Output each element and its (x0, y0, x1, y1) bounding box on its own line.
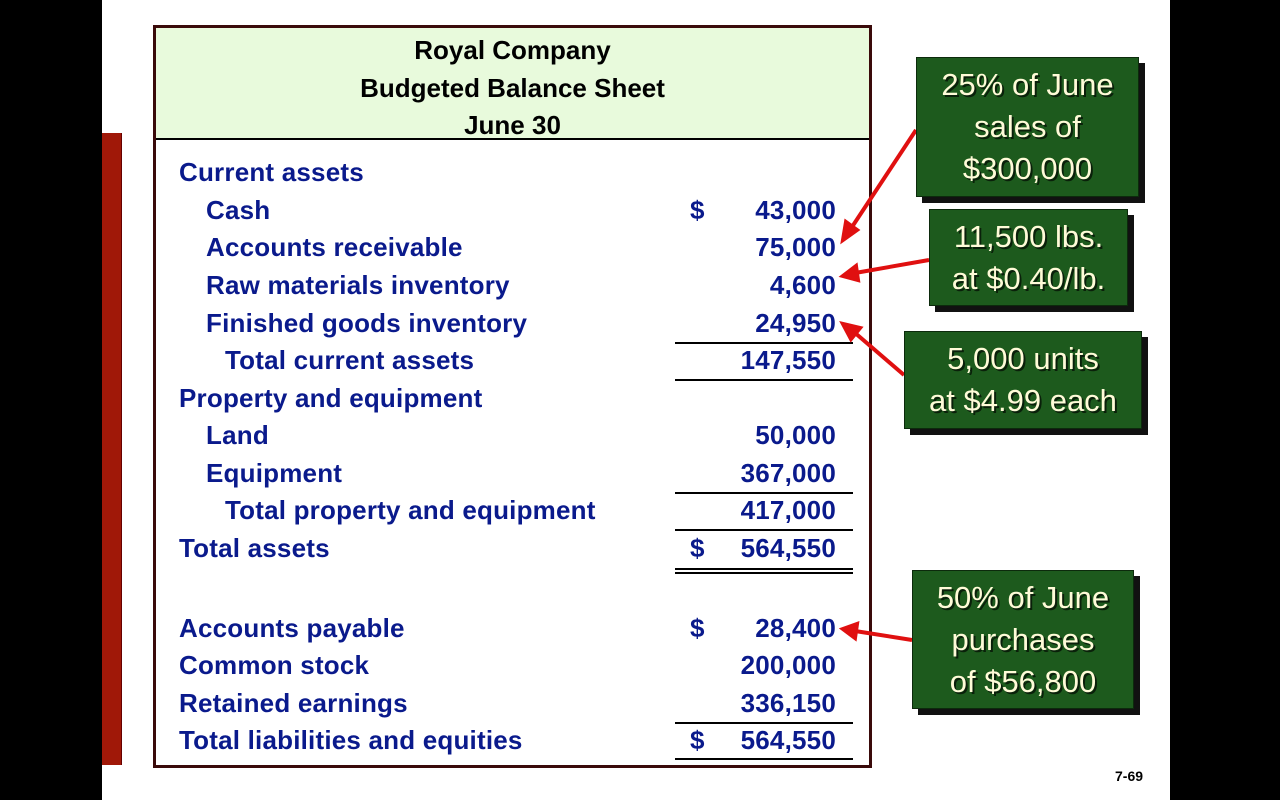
table-row: Total assets $564,550 (156, 530, 869, 568)
underline (675, 529, 853, 531)
table-row: Accounts payable $28,400 (156, 610, 869, 648)
row-label: Land (206, 420, 269, 450)
decorative-side-bar (102, 133, 122, 765)
sheet-title: Budgeted Balance Sheet (360, 72, 665, 103)
callout-receivable: 25% of June sales of $300,000 (916, 57, 1139, 197)
row-label: Finished goods inventory (206, 308, 528, 338)
callout-text: of $56,800 (949, 663, 1097, 699)
callout-text: 11,500 lbs. (953, 218, 1104, 254)
row-label: Accounts receivable (206, 232, 463, 262)
page-number: 7-69 (1115, 768, 1144, 784)
underline (675, 758, 853, 760)
arrow (848, 128, 918, 232)
table-row: Finished goods inventory 24,950 (156, 305, 869, 343)
double-underline (675, 572, 853, 574)
callout-finished-goods: 5,000 units at $4.99 each (904, 331, 1142, 429)
underline (675, 722, 853, 724)
table-row: Retained earnings 336,150 (156, 685, 869, 723)
callout-text: at $4.99 each (929, 383, 1117, 418)
balance-sheet-table: Royal Company Budgeted Balance Sheet Jun… (153, 25, 872, 768)
underline (675, 492, 853, 494)
arrow-head (838, 621, 860, 642)
table-row: Total current assets 147,550 (156, 342, 869, 380)
dollar-sign: $ (690, 195, 705, 225)
row-label: Total assets (179, 533, 330, 563)
row-amount: 367,000 (740, 458, 836, 488)
arrow (854, 258, 930, 275)
row-label: Raw materials inventory (206, 270, 510, 300)
arrow (852, 330, 906, 377)
table-header: Royal Company Budgeted Balance Sheet Jun… (156, 28, 869, 140)
row-label: Common stock (179, 650, 370, 680)
callout-raw-materials: 11,500 lbs. at $0.40/lb. (929, 209, 1128, 306)
row-label: Total liabilities and equities (179, 725, 523, 755)
callout-text: purchases (951, 621, 1095, 657)
row-amount: 43,000 (755, 195, 836, 225)
callout-text: sales of (974, 109, 1081, 144)
row-label: Equipment (206, 458, 343, 488)
row-label: Current assets (179, 157, 364, 187)
table-row: Total property and equipment 417,000 (156, 492, 869, 530)
row-label: Property and equipment (179, 383, 483, 413)
table-row: Property and equipment (156, 380, 869, 418)
table-row: Equipment 367,000 (156, 455, 869, 493)
dollar-sign: $ (690, 725, 705, 755)
callout-text: 50% of June (936, 579, 1110, 615)
row-amount: 336,150 (740, 688, 836, 718)
table-row: Current assets (156, 154, 869, 192)
row-amount: 564,550 (740, 533, 836, 563)
table-row: Raw materials inventory 4,600 (156, 267, 869, 305)
table-row: Accounts receivable 75,000 (156, 229, 869, 267)
row-amount: 417,000 (740, 495, 836, 525)
dollar-sign: $ (690, 613, 705, 643)
callout-payable: 50% of June purchases of $56,800 (912, 570, 1134, 709)
callout-text: 5,000 units (947, 341, 1099, 376)
arrow (854, 629, 913, 642)
row-amount: 564,550 (740, 725, 836, 755)
company-name: Royal Company (414, 35, 611, 65)
callout-text: at $0.40/lb. (951, 260, 1106, 296)
row-amount: 24,950 (755, 308, 836, 338)
arrow-head (840, 218, 861, 245)
callout-text: 25% of June (941, 67, 1114, 102)
row-label: Total property and equipment (225, 495, 596, 525)
row-label: Cash (206, 195, 271, 225)
row-amount: 200,000 (740, 650, 836, 680)
arrow-head (839, 321, 864, 343)
row-amount: 28,400 (755, 613, 836, 643)
row-amount: 4,600 (769, 270, 836, 300)
table-row: Land 50,000 (156, 417, 869, 455)
sheet-date: June 30 (464, 110, 561, 140)
dollar-sign: $ (690, 533, 705, 563)
double-underline (675, 568, 853, 570)
table-row: Cash $43,000 (156, 192, 869, 230)
row-amount: 75,000 (755, 232, 836, 262)
row-label: Accounts payable (179, 613, 405, 643)
arrow-head (838, 262, 861, 283)
underline (675, 379, 853, 381)
table-row: Total liabilities and equities $564,550 (156, 722, 869, 760)
row-label: Total current assets (225, 345, 475, 375)
table-row: Common stock 200,000 (156, 647, 869, 685)
callout-text: $300,000 (962, 151, 1093, 186)
row-label: Retained earnings (179, 688, 408, 718)
underline (675, 342, 853, 344)
row-amount: 147,550 (740, 345, 836, 375)
row-amount: 50,000 (755, 420, 836, 450)
